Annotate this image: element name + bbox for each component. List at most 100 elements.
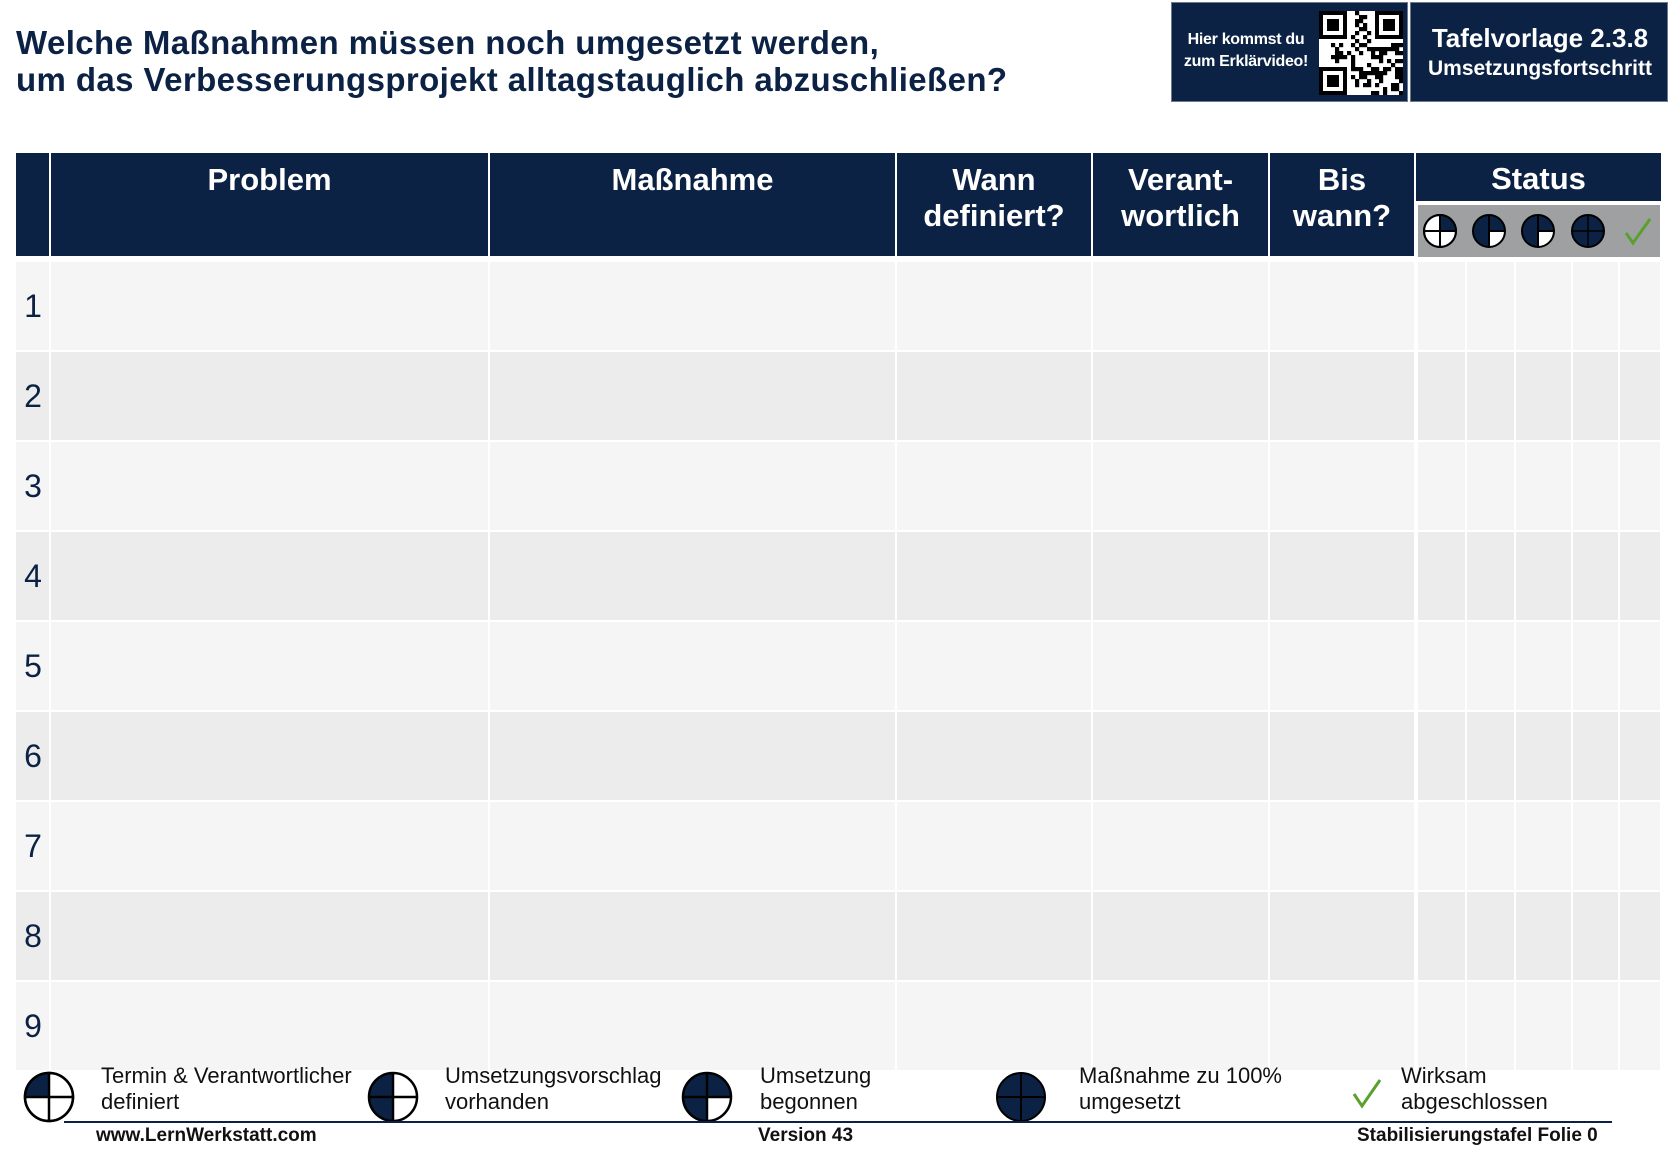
table-cell-status-2[interactable] <box>1467 622 1514 710</box>
table-cell-problem[interactable] <box>51 712 488 800</box>
table-cell-status-1[interactable] <box>1418 802 1465 890</box>
qr-code-icon[interactable] <box>1319 11 1404 96</box>
row-number-cell <box>16 352 49 440</box>
column-header-verant-line-2: wortlich <box>1121 198 1240 233</box>
column-header-status: Status <box>1416 153 1661 201</box>
table-cell-status-2[interactable] <box>1467 442 1514 530</box>
table-cell-status-2[interactable] <box>1467 352 1514 440</box>
table-cell-status-4[interactable] <box>1573 802 1618 890</box>
table-cell-status-1[interactable] <box>1418 442 1465 530</box>
table-cell-status-5[interactable] <box>1620 262 1660 350</box>
table-cell-wann-definiert[interactable] <box>897 532 1091 620</box>
table-cell-verantwortlich[interactable] <box>1093 622 1268 710</box>
table-cell-status-2[interactable] <box>1467 262 1514 350</box>
table-cell-wann-definiert[interactable] <box>897 352 1091 440</box>
table-cell-status-1[interactable] <box>1418 532 1465 620</box>
template-info-box: Tafelvorlage 2.3.8 Umsetzungsfortschritt <box>1410 2 1668 102</box>
table-cell-massnahme[interactable] <box>490 442 895 530</box>
table-cell-verantwortlich[interactable] <box>1093 352 1268 440</box>
table-cell-massnahme[interactable] <box>490 622 895 710</box>
table-cell-status-4[interactable] <box>1573 892 1618 980</box>
column-header-bis-line-1: Bis <box>1317 162 1367 197</box>
table-cell-bis-wann[interactable] <box>1270 892 1414 980</box>
table-cell-bis-wann[interactable] <box>1270 532 1414 620</box>
table-cell-status-5[interactable] <box>1620 352 1660 440</box>
table-cell-wann-definiert[interactable] <box>897 262 1091 350</box>
table-cell-status-2[interactable] <box>1467 712 1514 800</box>
table-cell-wann-definiert[interactable] <box>897 442 1091 530</box>
table-cell-bis-wann[interactable] <box>1270 262 1414 350</box>
table-cell-status-2[interactable] <box>1467 532 1514 620</box>
table-cell-status-5[interactable] <box>1620 712 1660 800</box>
table-cell-status-3[interactable] <box>1516 532 1571 620</box>
table-cell-status-5[interactable] <box>1620 532 1660 620</box>
table-cell-massnahme[interactable] <box>490 982 895 1070</box>
table-cell-status-3[interactable] <box>1516 442 1571 530</box>
explainer-video-box[interactable]: Hier kommst du zum Erklärvideo! <box>1171 2 1408 102</box>
table-cell-status-3[interactable] <box>1516 712 1571 800</box>
table-cell-bis-wann[interactable] <box>1270 442 1414 530</box>
table-cell-wann-definiert[interactable] <box>897 982 1091 1070</box>
table-cell-problem[interactable] <box>51 262 488 350</box>
table-cell-bis-wann[interactable] <box>1270 982 1414 1070</box>
three-quarter-circle-icon <box>680 1070 734 1124</box>
explainer-video-text: Hier kommst du zum Erklärvideo! <box>1178 29 1314 73</box>
table-cell-verantwortlich[interactable] <box>1093 262 1268 350</box>
table-cell-problem[interactable] <box>51 622 488 710</box>
table-cell-verantwortlich[interactable] <box>1093 982 1268 1070</box>
table-cell-bis-wann[interactable] <box>1270 352 1414 440</box>
table-cell-massnahme[interactable] <box>490 532 895 620</box>
table-cell-status-3[interactable] <box>1516 892 1571 980</box>
table-cell-massnahme[interactable] <box>490 352 895 440</box>
table-cell-status-4[interactable] <box>1573 532 1618 620</box>
table-cell-massnahme[interactable] <box>490 712 895 800</box>
table-cell-status-3[interactable] <box>1516 262 1571 350</box>
table-cell-problem[interactable] <box>51 892 488 980</box>
table-cell-status-1[interactable] <box>1418 892 1465 980</box>
table-cell-verantwortlich[interactable] <box>1093 712 1268 800</box>
table-cell-status-5[interactable] <box>1620 442 1660 530</box>
table-cell-status-4[interactable] <box>1573 622 1618 710</box>
table-cell-status-3[interactable] <box>1516 352 1571 440</box>
table-cell-problem[interactable] <box>51 982 488 1070</box>
table-cell-problem[interactable] <box>51 442 488 530</box>
table-cell-wann-definiert[interactable] <box>897 892 1091 980</box>
table-cell-status-1[interactable] <box>1418 352 1465 440</box>
template-subtitle: Umsetzungsfortschritt <box>1427 57 1653 80</box>
table-cell-problem[interactable] <box>51 802 488 890</box>
table-cell-bis-wann[interactable] <box>1270 622 1414 710</box>
table-cell-status-5[interactable] <box>1620 622 1660 710</box>
table-cell-massnahme[interactable] <box>490 892 895 980</box>
table-cell-status-4[interactable] <box>1573 712 1618 800</box>
table-cell-wann-definiert[interactable] <box>897 622 1091 710</box>
table-cell-verantwortlich[interactable] <box>1093 892 1268 980</box>
table-cell-wann-definiert[interactable] <box>897 712 1091 800</box>
table-cell-massnahme[interactable] <box>490 802 895 890</box>
table-cell-status-3[interactable] <box>1516 802 1571 890</box>
table-cell-status-1[interactable] <box>1418 982 1465 1070</box>
table-cell-status-2[interactable] <box>1467 802 1514 890</box>
table-cell-status-4[interactable] <box>1573 262 1618 350</box>
table-cell-status-5[interactable] <box>1620 982 1660 1070</box>
table-cell-status-1[interactable] <box>1418 712 1465 800</box>
table-cell-bis-wann[interactable] <box>1270 802 1414 890</box>
table-cell-status-5[interactable] <box>1620 892 1660 980</box>
table-cell-bis-wann[interactable] <box>1270 712 1414 800</box>
table-cell-status-4[interactable] <box>1573 352 1618 440</box>
table-cell-problem[interactable] <box>51 352 488 440</box>
table-cell-wann-definiert[interactable] <box>897 802 1091 890</box>
table-cell-status-2[interactable] <box>1467 892 1514 980</box>
table-cell-status-1[interactable] <box>1418 622 1465 710</box>
table-cell-verantwortlich[interactable] <box>1093 442 1268 530</box>
table-cell-status-3[interactable] <box>1516 622 1571 710</box>
table-cell-status-5[interactable] <box>1620 802 1660 890</box>
table-cell-status-3[interactable] <box>1516 982 1571 1070</box>
table-cell-status-2[interactable] <box>1467 982 1514 1070</box>
table-cell-status-4[interactable] <box>1573 982 1618 1070</box>
table-cell-verantwortlich[interactable] <box>1093 802 1268 890</box>
table-cell-status-1[interactable] <box>1418 262 1465 350</box>
table-cell-status-4[interactable] <box>1573 442 1618 530</box>
table-cell-massnahme[interactable] <box>490 262 895 350</box>
table-cell-verantwortlich[interactable] <box>1093 532 1268 620</box>
table-cell-problem[interactable] <box>51 532 488 620</box>
